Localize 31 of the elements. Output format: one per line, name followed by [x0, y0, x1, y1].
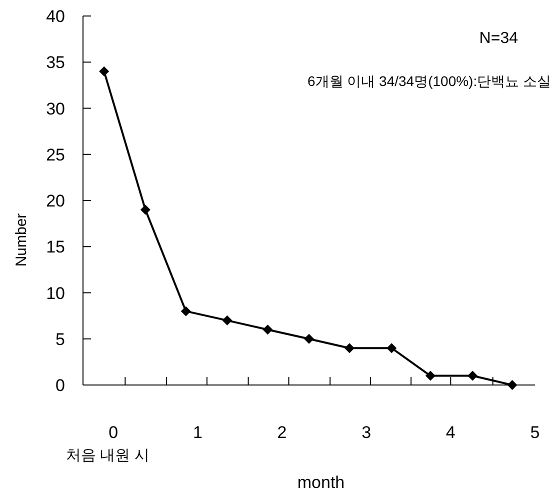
- annotation: N=34: [479, 30, 518, 47]
- point: [425, 370, 436, 381]
- point: [140, 204, 150, 215]
- x-tick-label: 1: [192, 423, 202, 442]
- y-tick-label: 5: [56, 330, 65, 349]
- point: [344, 343, 354, 354]
- point: [262, 324, 273, 335]
- y-tick-label: 20: [46, 192, 65, 210]
- y-tick-label: 0: [56, 376, 65, 395]
- point: [304, 334, 314, 344]
- x-tick-label: 5: [530, 423, 540, 442]
- y-tick-label: 25: [46, 145, 65, 164]
- point: [386, 343, 397, 354]
- y-axis-title: Number: [13, 213, 30, 267]
- y-tick-label: 15: [46, 238, 65, 257]
- x-tick-label: 4: [446, 423, 456, 442]
- x-tick-label: 0: [108, 423, 118, 442]
- point: [468, 370, 478, 381]
- text: 처음 내원 시: [66, 447, 150, 464]
- y-tick-label: 35: [46, 53, 65, 72]
- point: [222, 315, 232, 326]
- point: [507, 380, 518, 390]
- y-tick-label: 10: [46, 284, 65, 303]
- x-tick-label: 3: [362, 423, 372, 442]
- point: [99, 66, 110, 76]
- x-tick-label: 2: [277, 423, 287, 442]
- y-tick-label: 40: [46, 7, 65, 26]
- point: [180, 306, 191, 316]
- x-axis-title: month: [297, 473, 345, 492]
- annotation: 6개월 이내 34/34명(100%):단백뇨 소실: [307, 73, 551, 89]
- y-tick-label: 30: [46, 99, 65, 118]
